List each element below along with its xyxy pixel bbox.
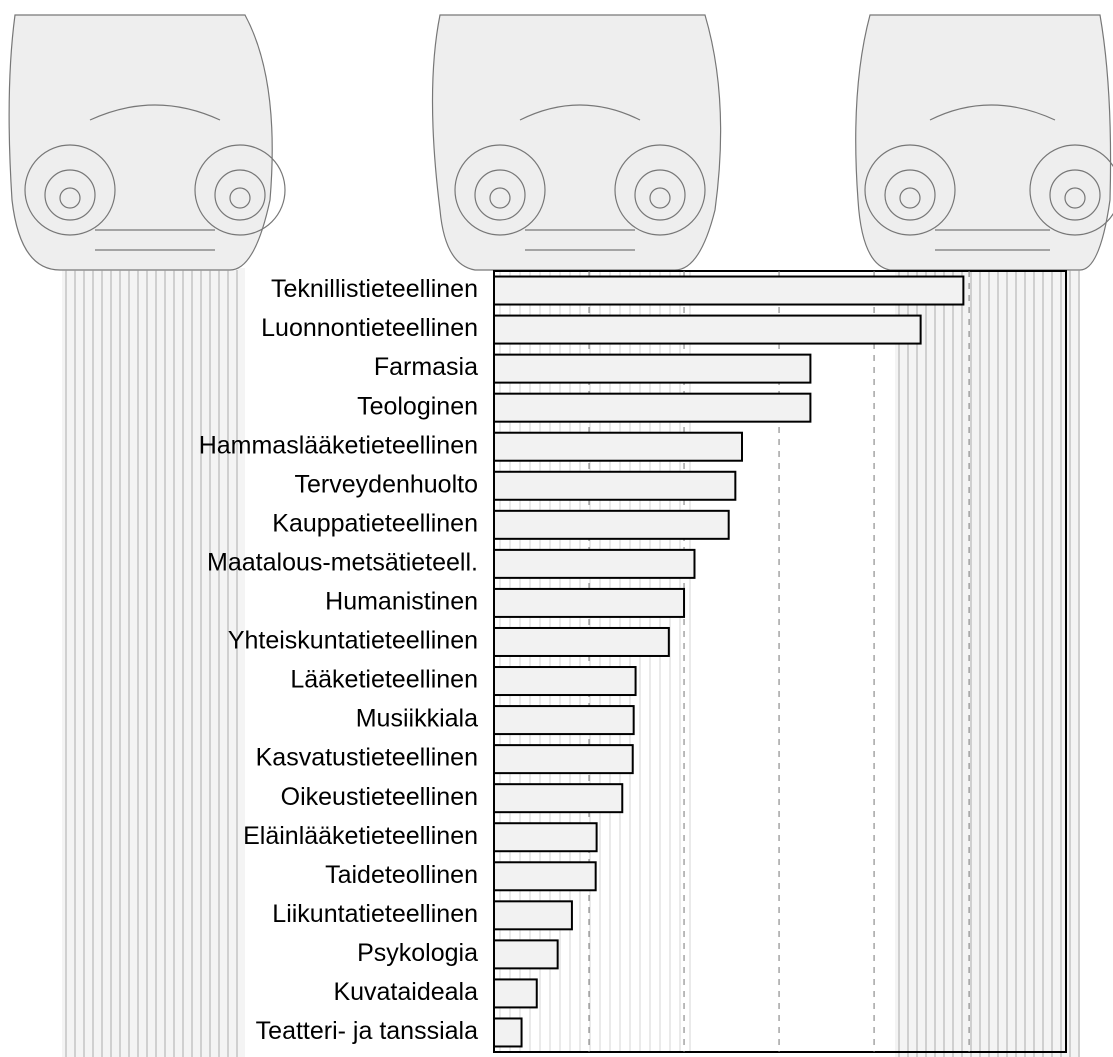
bar [494,550,694,578]
bar [494,784,622,812]
bar [494,394,810,422]
category-label: Teatteri- ja tanssiala [256,1017,478,1045]
category-label: Terveydenhuolto [295,470,478,498]
column-shaft [62,268,245,1057]
category-label: Maatalous-metsätieteell. [207,548,478,576]
chart: Teknillistieteellinen Luonnontieteellinen… [0,0,1113,1057]
bar [494,979,537,1007]
category-label: Taideteollinen [325,861,478,889]
category-label: Teknillistieteellinen [271,275,478,303]
bar [494,355,810,383]
bar [494,901,572,929]
category-label: Luonnontieteellinen [261,314,478,342]
bar [494,628,669,656]
bar [494,706,634,734]
bar [494,745,633,773]
category-label: Psykologia [357,939,478,967]
bar [494,1018,522,1046]
category-label: Musiikkiala [356,705,478,733]
bar [494,862,596,890]
bar [494,433,742,461]
bar [494,823,597,851]
bar [494,667,636,695]
category-label: Liikuntatieteellinen [272,900,478,928]
category-label: Hammaslääketieteellinen [199,431,478,459]
bar [494,472,735,500]
bar [494,277,963,305]
bar [494,316,921,344]
category-label: Farmasia [374,353,478,381]
category-label: Eläinlääketieteellinen [243,822,478,850]
category-label: Oikeustieteellinen [281,783,478,811]
category-label: Humanistinen [325,588,478,616]
bar [494,940,558,968]
bar [494,589,684,617]
category-label: Kuvataideala [333,978,478,1006]
column-capital [9,15,272,270]
category-label: Teologinen [357,392,478,420]
category-label: Lääketieteellinen [290,666,478,694]
category-label: Yhteiskuntatieteellinen [228,627,478,655]
category-label: Kauppatieteellinen [272,509,478,537]
category-label: Kasvatustieteellinen [256,744,478,772]
bar [494,511,729,539]
